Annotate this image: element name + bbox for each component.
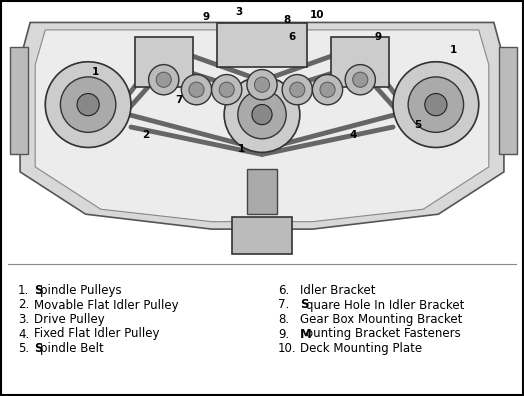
Circle shape xyxy=(224,77,300,152)
Text: ounting Bracket Fasteners: ounting Bracket Fasteners xyxy=(306,327,461,341)
Text: 8: 8 xyxy=(283,15,291,25)
Circle shape xyxy=(60,77,116,132)
Text: 3: 3 xyxy=(236,8,243,17)
Text: 9.: 9. xyxy=(278,327,289,341)
Bar xyxy=(499,48,517,154)
Circle shape xyxy=(189,82,204,97)
Text: S: S xyxy=(300,299,309,312)
Text: 2: 2 xyxy=(143,129,150,139)
Text: 4: 4 xyxy=(349,129,356,139)
Circle shape xyxy=(238,90,286,139)
Text: 10: 10 xyxy=(310,10,325,20)
Text: M: M xyxy=(300,327,312,341)
Bar xyxy=(135,37,193,87)
Text: 9: 9 xyxy=(203,12,210,23)
Circle shape xyxy=(149,65,179,95)
Text: 10.: 10. xyxy=(278,342,297,355)
Text: 1: 1 xyxy=(450,45,457,55)
Text: 8.: 8. xyxy=(278,313,289,326)
Circle shape xyxy=(408,77,464,132)
Circle shape xyxy=(290,82,305,97)
Text: Deck Mounting Plate: Deck Mounting Plate xyxy=(300,342,422,355)
Circle shape xyxy=(181,74,212,105)
Text: pindle Belt: pindle Belt xyxy=(40,342,104,355)
Text: 5.: 5. xyxy=(18,342,29,355)
Circle shape xyxy=(282,74,312,105)
Text: 6.: 6. xyxy=(278,284,289,297)
Circle shape xyxy=(77,93,99,116)
Text: Fixed Flat Idler Pulley: Fixed Flat Idler Pulley xyxy=(34,327,159,341)
Bar xyxy=(232,217,292,254)
Polygon shape xyxy=(35,30,489,222)
Circle shape xyxy=(393,62,479,147)
Circle shape xyxy=(345,65,375,95)
Text: pindle Pulleys: pindle Pulleys xyxy=(40,284,122,297)
Text: 7: 7 xyxy=(175,95,182,105)
Circle shape xyxy=(219,82,234,97)
Circle shape xyxy=(312,74,343,105)
Text: Idler Bracket: Idler Bracket xyxy=(300,284,376,297)
Circle shape xyxy=(255,77,269,92)
Bar xyxy=(216,23,308,67)
Text: 9: 9 xyxy=(374,32,381,42)
Circle shape xyxy=(247,70,277,100)
Polygon shape xyxy=(20,23,504,229)
Circle shape xyxy=(156,72,171,87)
Text: quare Hole In Idler Bracket: quare Hole In Idler Bracket xyxy=(306,299,464,312)
Text: Movable Flat Idler Pulley: Movable Flat Idler Pulley xyxy=(34,299,179,312)
Text: 3.: 3. xyxy=(18,313,29,326)
Circle shape xyxy=(353,72,368,87)
Text: 4.: 4. xyxy=(18,327,29,341)
Text: 5: 5 xyxy=(414,120,422,129)
Circle shape xyxy=(425,93,447,116)
Text: 7.: 7. xyxy=(278,299,289,312)
Text: 1: 1 xyxy=(92,67,100,77)
Text: Drive Pulley: Drive Pulley xyxy=(34,313,105,326)
Text: Gear Box Mounting Bracket: Gear Box Mounting Bracket xyxy=(300,313,462,326)
Bar xyxy=(10,48,28,154)
Text: 6: 6 xyxy=(289,32,296,42)
Text: 1.: 1. xyxy=(18,284,29,297)
Text: 2.: 2. xyxy=(18,299,29,312)
Circle shape xyxy=(320,82,335,97)
Bar xyxy=(247,169,277,214)
Bar xyxy=(331,37,389,87)
Circle shape xyxy=(45,62,131,147)
Circle shape xyxy=(252,105,272,125)
Text: S: S xyxy=(34,342,42,355)
Text: 1: 1 xyxy=(238,145,245,154)
Circle shape xyxy=(212,74,242,105)
Text: S: S xyxy=(34,284,42,297)
